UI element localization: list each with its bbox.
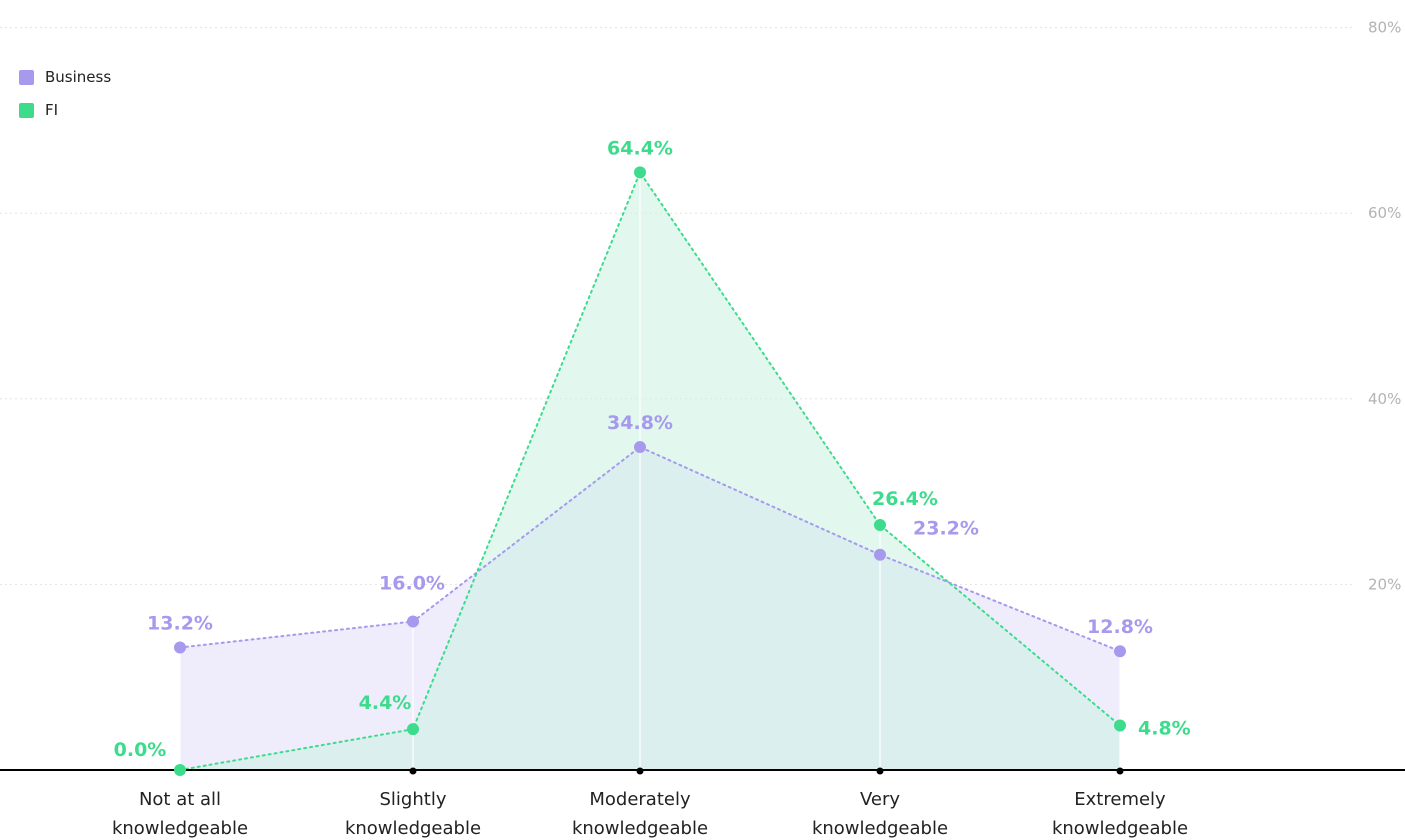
point-fi (407, 723, 419, 736)
series-lines (179, 170, 1121, 771)
x-axis-tick (876, 767, 884, 775)
category-guide-lines (179, 172, 1121, 770)
point-fi (874, 519, 886, 532)
legend-swatch-business (19, 69, 34, 85)
point-business (1114, 645, 1126, 658)
y-tick-label: 60% (1368, 204, 1401, 222)
y-tick-label: 40% (1368, 390, 1401, 408)
line-fi (179, 170, 1121, 771)
data-label-fi: 0.0% (114, 739, 167, 761)
data-label-fi: 4.4% (359, 692, 412, 714)
data-label-fi: 4.8% (1138, 717, 1191, 739)
category-label: Slightly (380, 789, 447, 810)
point-fi (1114, 719, 1126, 732)
category-label: Not at all (139, 789, 221, 810)
category-label: Moderately (589, 789, 691, 810)
legend-item-business[interactable]: Business (19, 66, 111, 88)
point-fi (634, 166, 646, 179)
category-label: Extremely (1074, 789, 1166, 810)
series-areas (180, 172, 1120, 771)
point-fi (174, 764, 186, 776)
y-tick-label: 20% (1368, 575, 1401, 593)
legend-item-fi[interactable]: FI (19, 99, 111, 121)
point-business (634, 441, 646, 454)
y-axis-ticks: 20% 40% 60% 80% (1368, 19, 1401, 594)
legend: Business FI (19, 66, 111, 132)
y-tick-label: 80% (1368, 19, 1401, 37)
legend-swatch-fi (19, 102, 34, 118)
x-axis-tick (1116, 767, 1124, 775)
data-label-fi: 26.4% (872, 488, 938, 510)
data-label-business: 16.0% (379, 573, 445, 595)
data-label-business: 23.2% (913, 518, 979, 540)
data-label-business: 12.8% (1087, 616, 1153, 638)
data-label-business: 13.2% (147, 613, 213, 635)
data-label-business: 34.8% (607, 412, 673, 434)
point-business (407, 615, 419, 628)
point-business (174, 641, 186, 654)
category-label: knowledgeable (1052, 818, 1188, 839)
legend-label-fi: FI (45, 101, 59, 119)
category-label: Very (860, 789, 900, 810)
line-business (179, 445, 1121, 653)
category-label: knowledgeable (572, 818, 708, 839)
point-business (874, 548, 886, 561)
legend-label-business: Business (45, 68, 112, 86)
data-points (174, 166, 1126, 776)
category-label: knowledgeable (112, 818, 248, 839)
data-label-fi: 64.4% (607, 137, 673, 159)
data-labels: 13.2% 16.0% 34.8% 23.2% 12.8% 0.0% 4.4% 64.4% 26… (114, 137, 1191, 761)
category-label: knowledgeable (812, 818, 948, 839)
x-axis-tick (409, 767, 417, 775)
x-axis-categories: Not at all knowledgeable Slightly knowledge… (112, 789, 1188, 839)
x-axis-tick (636, 767, 644, 775)
category-label: knowledgeable (345, 818, 481, 839)
area-fi (180, 172, 1120, 771)
